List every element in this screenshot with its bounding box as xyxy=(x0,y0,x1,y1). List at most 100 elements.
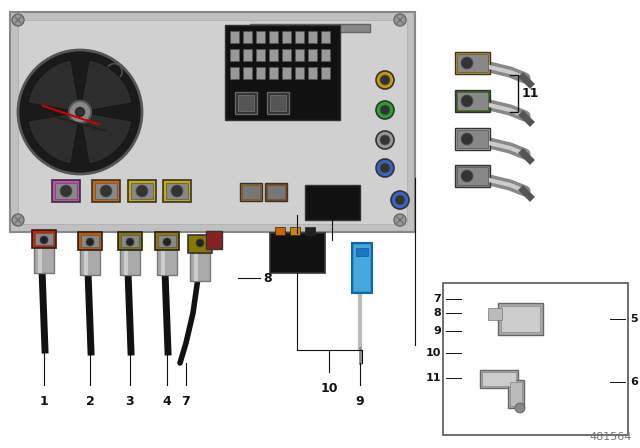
Bar xyxy=(230,31,239,43)
Bar xyxy=(282,31,291,43)
Bar xyxy=(240,183,262,201)
Circle shape xyxy=(106,64,122,80)
Bar xyxy=(243,49,252,61)
Circle shape xyxy=(196,239,204,247)
Bar xyxy=(18,20,407,224)
Circle shape xyxy=(86,238,94,246)
Bar xyxy=(242,185,260,199)
Text: 6: 6 xyxy=(630,377,638,387)
Bar xyxy=(80,247,100,275)
Bar xyxy=(81,235,99,247)
Bar xyxy=(305,227,315,235)
Bar xyxy=(356,248,368,256)
Bar xyxy=(55,183,77,199)
Circle shape xyxy=(171,185,183,197)
Circle shape xyxy=(391,191,409,209)
Text: 7: 7 xyxy=(433,294,441,304)
Bar xyxy=(321,31,330,43)
Bar xyxy=(457,54,488,72)
Bar xyxy=(128,180,156,202)
Bar xyxy=(510,382,522,406)
Text: 9: 9 xyxy=(356,395,364,408)
Bar xyxy=(269,31,278,43)
Bar xyxy=(78,232,102,250)
Bar xyxy=(238,95,254,111)
Text: 8: 8 xyxy=(263,271,271,284)
Bar xyxy=(230,49,239,61)
Bar xyxy=(206,231,222,249)
Bar xyxy=(269,49,278,61)
Circle shape xyxy=(136,185,148,197)
Bar xyxy=(308,49,317,61)
Text: 11: 11 xyxy=(522,87,540,100)
Bar xyxy=(256,31,265,43)
Circle shape xyxy=(380,163,390,173)
Bar xyxy=(295,67,304,79)
Wedge shape xyxy=(80,60,132,112)
Bar xyxy=(225,25,340,120)
Circle shape xyxy=(126,238,134,246)
Text: 10: 10 xyxy=(426,348,441,358)
Bar xyxy=(270,95,286,111)
Bar xyxy=(457,130,488,148)
Bar xyxy=(455,90,490,112)
Bar xyxy=(120,247,140,275)
Circle shape xyxy=(376,131,394,149)
Bar xyxy=(443,283,628,435)
Text: 4: 4 xyxy=(163,395,172,408)
Bar xyxy=(190,253,210,281)
Circle shape xyxy=(163,238,171,246)
Bar xyxy=(95,183,117,199)
Bar xyxy=(354,245,370,291)
Bar xyxy=(157,247,177,275)
Circle shape xyxy=(461,95,473,107)
Text: 3: 3 xyxy=(125,395,134,408)
Wedge shape xyxy=(80,112,132,164)
Circle shape xyxy=(376,101,394,119)
Bar xyxy=(457,167,488,185)
Text: 7: 7 xyxy=(182,395,190,408)
Bar xyxy=(235,92,257,114)
Bar xyxy=(501,306,540,332)
Circle shape xyxy=(76,108,84,116)
Bar xyxy=(243,67,252,79)
Text: 481564: 481564 xyxy=(589,432,632,442)
Bar xyxy=(455,165,490,187)
Bar xyxy=(305,185,360,220)
Circle shape xyxy=(380,105,390,115)
Bar xyxy=(38,245,42,273)
Wedge shape xyxy=(28,60,80,112)
Bar xyxy=(352,243,372,293)
Bar xyxy=(480,370,518,388)
Bar xyxy=(321,49,330,61)
Circle shape xyxy=(12,14,24,26)
Circle shape xyxy=(461,57,473,69)
Circle shape xyxy=(100,185,112,197)
Circle shape xyxy=(394,214,406,226)
Bar xyxy=(84,247,88,275)
Bar xyxy=(250,24,370,32)
Bar xyxy=(282,67,291,79)
Text: 9: 9 xyxy=(433,326,441,336)
Circle shape xyxy=(69,101,91,123)
Circle shape xyxy=(18,50,142,174)
Bar xyxy=(265,183,287,201)
Bar xyxy=(455,52,490,74)
Bar xyxy=(35,233,53,245)
Bar xyxy=(295,31,304,43)
Circle shape xyxy=(461,133,473,145)
Text: 12: 12 xyxy=(307,207,324,220)
Wedge shape xyxy=(28,112,80,164)
Bar xyxy=(295,49,304,61)
Bar xyxy=(52,180,80,202)
Bar xyxy=(508,380,524,408)
Bar xyxy=(32,230,56,248)
Bar xyxy=(131,183,153,199)
Bar xyxy=(267,92,289,114)
Bar xyxy=(92,180,120,202)
Bar xyxy=(267,185,285,199)
Text: 2: 2 xyxy=(86,395,94,408)
Bar xyxy=(230,67,239,79)
Circle shape xyxy=(380,75,390,85)
Bar xyxy=(256,49,265,61)
